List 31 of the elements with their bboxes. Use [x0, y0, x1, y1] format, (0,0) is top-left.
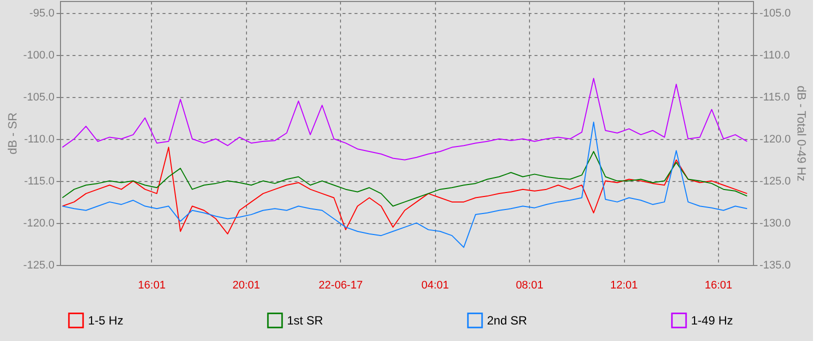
line-series: [62, 150, 748, 207]
y-tick-label: -115.0: [24, 175, 54, 188]
y2-tick-label: -130.0: [760, 217, 791, 230]
line-series: [62, 122, 748, 248]
x-tick-label: 16:01: [704, 280, 732, 292]
legend-label: 2nd SR: [487, 313, 528, 328]
y-axis-title: dB - SR: [5, 112, 20, 155]
y2-tick-label: -125.0: [760, 175, 791, 188]
line-series: [62, 146, 748, 234]
y-tick-label: -95.0: [29, 7, 54, 20]
legend-label: 1-49 Hz: [691, 313, 734, 328]
x-tick-label: 20:01: [232, 280, 260, 292]
y2-tick-label: -120.0: [760, 133, 791, 146]
legend-label: 1st SR: [287, 313, 324, 328]
y-tick-label: -105.0: [23, 91, 54, 104]
x-tick-label: 08:01: [516, 280, 544, 292]
y-tick-label: -120.0: [23, 217, 54, 230]
y-tick-label: -100.0: [23, 49, 54, 62]
y2-tick-label: -115.0: [760, 91, 790, 104]
y2-axis-title: dB - Total 0-49 Hz: [794, 86, 809, 182]
legend-label: 1-5 Hz: [88, 313, 124, 328]
y2-tick-label: -135.0: [760, 260, 791, 272]
x-tick-label: 16:01: [138, 280, 166, 292]
y2-tick-label: -105.0: [760, 7, 791, 20]
x-tick-label: 12:01: [610, 280, 638, 292]
x-tick-label: 22-06-17: [318, 280, 363, 292]
y-tick-label: -110.0: [24, 133, 54, 146]
y2-tick-label: -110.0: [760, 49, 790, 62]
y-tick-label: -125.0: [23, 260, 54, 272]
x-tick-label: 04:01: [421, 280, 449, 292]
line-series: [62, 78, 748, 160]
